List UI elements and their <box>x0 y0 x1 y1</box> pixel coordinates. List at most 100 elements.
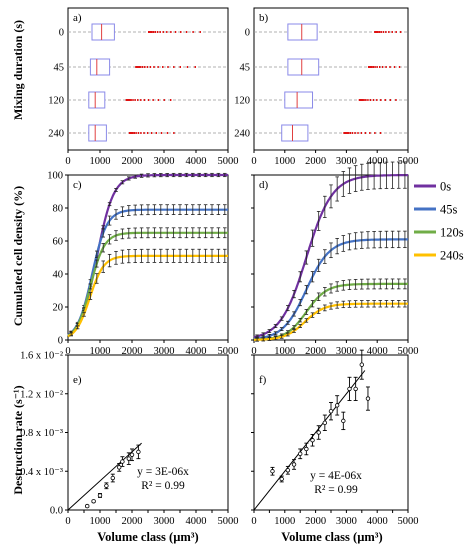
xtick-label: 1000 <box>90 346 111 357</box>
outlier-3 <box>160 132 163 134</box>
fit-equation: y = 3E-06x <box>137 466 189 478</box>
ytick-label: 1.6 x 10⁻² <box>20 351 63 362</box>
box-0 <box>91 23 115 41</box>
outlier-1 <box>153 66 155 68</box>
xtick-label: 4000 <box>186 346 207 357</box>
ytick-label: 0 <box>58 336 63 347</box>
data-point <box>126 456 131 461</box>
bottom-xlabel-left: Volume class (µm³) <box>97 530 198 544</box>
outlier-0 <box>170 31 172 33</box>
outlier-1 <box>138 66 141 68</box>
outlier-2 <box>143 99 146 101</box>
data-point <box>129 452 135 457</box>
outlier-0 <box>151 31 153 33</box>
box-2 <box>88 91 106 109</box>
data-point <box>104 483 109 488</box>
outlier-1 <box>144 66 146 68</box>
box-1 <box>287 58 320 76</box>
outlier-2 <box>140 99 142 101</box>
outlier-0 <box>378 31 381 33</box>
outlier-2 <box>127 99 129 101</box>
xtick-label: 1000 <box>90 516 111 527</box>
outlier-2 <box>134 99 136 101</box>
outlier-2 <box>369 99 372 101</box>
outlier-3 <box>351 132 354 134</box>
outlier-1 <box>194 66 196 68</box>
outlier-0 <box>162 31 164 33</box>
outlier-0 <box>375 31 377 33</box>
data-point <box>285 468 291 473</box>
xtick-label: 5000 <box>398 156 419 167</box>
outlier-2 <box>389 99 391 101</box>
legend-label-45s: 45s <box>440 203 458 217</box>
xtick-label: 2000 <box>122 516 143 527</box>
data-point <box>353 386 358 392</box>
outlier-1 <box>376 66 378 68</box>
data-point <box>304 446 309 452</box>
outlier-3 <box>137 132 140 134</box>
xtick-label: 0 <box>65 346 70 357</box>
data-point <box>279 476 284 482</box>
fit-line <box>253 370 366 511</box>
data-point <box>298 451 303 457</box>
panel-label-d: d) <box>259 179 269 191</box>
bottom-ylabel: Destruction rate (s⁻¹) <box>11 385 25 494</box>
data-point <box>110 475 115 481</box>
xtick-label: 5000 <box>398 516 419 527</box>
xtick-label: 2000 <box>122 346 143 357</box>
outlier-0 <box>399 31 402 33</box>
cat-tick-b-0: 0 <box>245 28 250 39</box>
outlier-0 <box>180 31 182 33</box>
cat-tick-b-1: 45 <box>240 63 251 74</box>
xtick-label: 4000 <box>367 156 388 167</box>
outlier-2 <box>127 99 130 101</box>
xtick-label: 0 <box>65 156 70 167</box>
outlier-3 <box>379 132 382 134</box>
outlier-3 <box>346 132 349 134</box>
xtick-label: 0 <box>251 346 256 357</box>
cat-tick-b-3: 240 <box>234 129 250 140</box>
top-frame-0 <box>67 7 229 151</box>
outlier-0 <box>166 31 168 33</box>
ytick-label: 60 <box>53 237 64 248</box>
xtick-label: 3000 <box>154 516 175 527</box>
data-point <box>365 396 371 401</box>
bottom-xlabel-right: Volume class (µm³) <box>281 530 382 544</box>
outlier-1 <box>137 66 139 68</box>
ytick-label: 40 <box>53 270 64 281</box>
outlier-2 <box>163 99 165 101</box>
outlier-0 <box>380 31 382 33</box>
data-point <box>116 465 122 470</box>
outlier-0 <box>174 31 177 33</box>
xtick-label: 0 <box>251 156 256 167</box>
top-frame-1 <box>253 7 409 151</box>
data-point <box>84 503 90 509</box>
xtick-label: 4000 <box>186 516 207 527</box>
data-point <box>347 386 352 392</box>
data-point <box>359 362 364 367</box>
outlier-1 <box>381 66 384 68</box>
outlier-1 <box>370 66 372 68</box>
outlier-0 <box>391 31 393 33</box>
outlier-3 <box>166 132 169 134</box>
outlier-1 <box>179 66 181 68</box>
outlier-0 <box>149 31 151 33</box>
legend-label-0s: 0s <box>440 180 451 194</box>
outlier-3 <box>360 132 363 134</box>
outlier-0 <box>382 31 385 33</box>
outlier-3 <box>357 132 359 134</box>
outlier-3 <box>349 132 352 134</box>
panel-label-a: a) <box>73 12 82 24</box>
xtick-label: 3000 <box>336 516 357 527</box>
cat-tick-3: 240 <box>48 129 64 140</box>
xtick-label: 0 <box>251 516 256 527</box>
xtick-label: 5000 <box>218 346 239 357</box>
cat-tick-2: 120 <box>48 96 64 107</box>
ytick-label: 0.4 x 10⁻³ <box>20 467 63 478</box>
outlier-0 <box>154 31 157 33</box>
outlier-3 <box>130 132 132 134</box>
xtick-label: 3000 <box>154 346 175 357</box>
data-point <box>322 420 328 426</box>
outlier-0 <box>395 31 397 33</box>
